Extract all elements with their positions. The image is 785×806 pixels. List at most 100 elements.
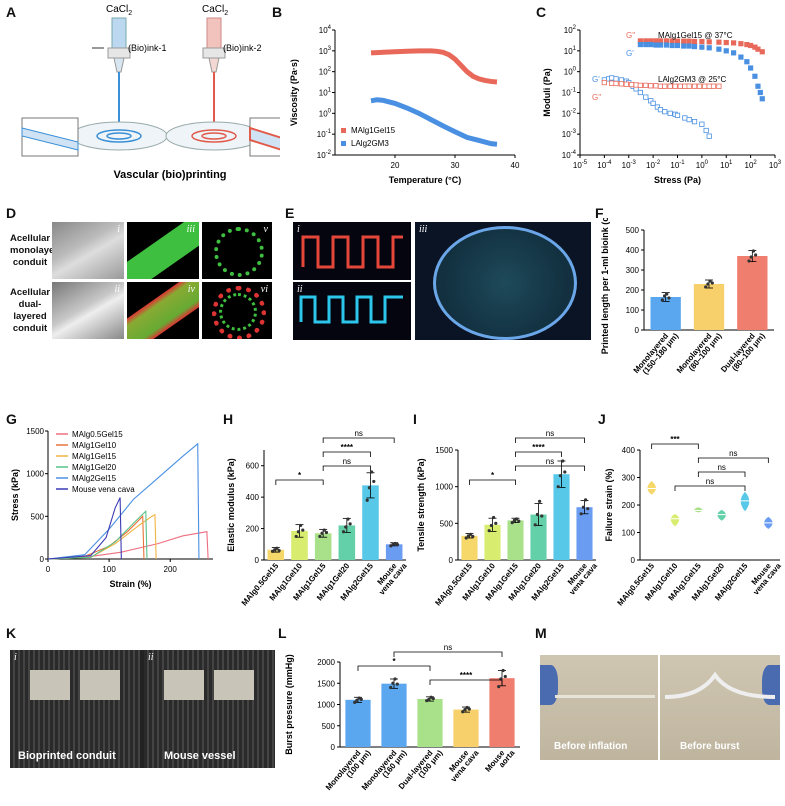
data-point	[643, 82, 649, 88]
legend-swatch	[341, 141, 346, 146]
x-tick-label: 10-5	[573, 160, 588, 170]
bar	[484, 524, 501, 560]
data-point	[660, 298, 664, 302]
panel-label-a: A	[6, 4, 17, 20]
y-tick-label: 1000	[26, 470, 44, 479]
significance-bracket	[515, 451, 562, 457]
y-tick-label: 103	[319, 46, 332, 56]
bar	[385, 544, 403, 560]
conduit-bulged	[664, 671, 776, 699]
significance-bracket	[469, 479, 516, 485]
dish-1	[70, 121, 168, 151]
data-point	[723, 48, 729, 54]
y-tick-label: 102	[319, 67, 332, 77]
significance-bracket	[674, 485, 746, 491]
numeral-e-ii: ii	[297, 284, 303, 295]
significance-label: ns	[343, 457, 351, 466]
data-point	[681, 43, 687, 49]
y-tick-label: 101	[564, 46, 577, 56]
data-point	[653, 83, 659, 89]
panel-d: Acellular monolayered conduit Acellular …	[10, 222, 290, 340]
y-tick-label: 500	[440, 519, 454, 528]
ink2-label: (Bio)ink-2	[223, 43, 262, 53]
row-label-dual-1: Acellular	[10, 287, 51, 298]
photo-e-ii: ii	[293, 282, 411, 340]
data-point	[754, 253, 758, 257]
data-point	[662, 83, 668, 89]
data-point	[730, 50, 737, 56]
x-tick-label: 200	[164, 565, 178, 574]
data-point	[744, 59, 750, 65]
data-point	[427, 697, 431, 701]
data-point	[613, 80, 619, 87]
series-tag: G'	[626, 49, 634, 58]
data-point	[275, 546, 279, 550]
bar	[737, 256, 768, 330]
x-axis-title: Strain (%)	[109, 579, 151, 589]
panel-label-l: L	[278, 625, 287, 641]
photo-before-inflation: Before inflation	[540, 655, 658, 760]
significance-label: ns	[354, 429, 362, 438]
data-point	[535, 512, 539, 517]
data-point	[296, 530, 300, 534]
photo-mouse-vessel: ii Mouse vessel	[144, 650, 275, 768]
data-point	[696, 83, 703, 89]
data-point	[657, 83, 664, 89]
y-axis-title: Failure strain (%)	[604, 468, 614, 541]
panel-label-j: J	[598, 411, 606, 427]
data-point	[584, 498, 588, 502]
legend-label: MAlg1Gel10	[72, 441, 117, 450]
photo-before-burst: Before burst	[660, 655, 780, 760]
series-line	[370, 97, 498, 147]
x-axis-title: Temperature (°C)	[389, 175, 461, 185]
panel-e: i ii iii	[293, 222, 593, 340]
data-point	[648, 41, 654, 48]
legend-label: MAlg2Gel15	[72, 474, 117, 483]
data-point	[710, 83, 717, 89]
y-tick-label: 100	[564, 67, 577, 77]
significance-label: ns	[706, 477, 714, 486]
x-tick-label: 10-3	[622, 160, 637, 170]
data-point	[738, 54, 744, 60]
y-axis-title: Burst pressure (mmHg)	[284, 654, 294, 755]
data-point	[657, 107, 664, 113]
data-point	[677, 83, 683, 89]
violin	[694, 507, 703, 513]
data-point	[759, 96, 765, 102]
data-point	[650, 100, 656, 106]
dish-2	[165, 121, 263, 151]
data-point	[706, 83, 712, 89]
x-tick-label: 10-2	[646, 160, 661, 170]
data-point	[667, 83, 673, 89]
micrograph-ii: ii	[52, 282, 124, 339]
data-point	[613, 76, 619, 82]
chart-viscosity: 10-2 10-1 100 101 102 103 104 20 30 40 Temperature…	[289, 25, 520, 185]
row-label-mono-3: conduit	[12, 257, 48, 268]
data-point	[346, 517, 350, 521]
significance-bracket	[393, 651, 503, 657]
data-point	[716, 83, 722, 89]
data-point	[686, 83, 692, 89]
data-point	[704, 285, 708, 289]
significance-label: ns	[444, 643, 452, 652]
y-tick-label: 104	[319, 25, 332, 35]
data-point	[755, 46, 761, 52]
data-point	[682, 83, 688, 89]
data-point	[759, 49, 765, 55]
data-point	[609, 80, 615, 86]
y-tick-label: 101	[319, 88, 332, 98]
significance-bracket	[322, 465, 371, 471]
micrograph-vi: vi	[202, 282, 272, 339]
micrograph-iv: iv	[127, 282, 199, 339]
green-ring	[214, 227, 264, 277]
significance-label: ****	[532, 443, 545, 452]
numeral-d-iii: iii	[186, 224, 195, 235]
nozzle-tip-2	[208, 57, 220, 73]
data-point	[757, 89, 763, 96]
caption-before-burst: Before burst	[680, 741, 740, 752]
y-tick-label: 2000	[317, 658, 335, 667]
data-point	[716, 46, 722, 52]
y-tick-label: 100	[319, 108, 332, 118]
